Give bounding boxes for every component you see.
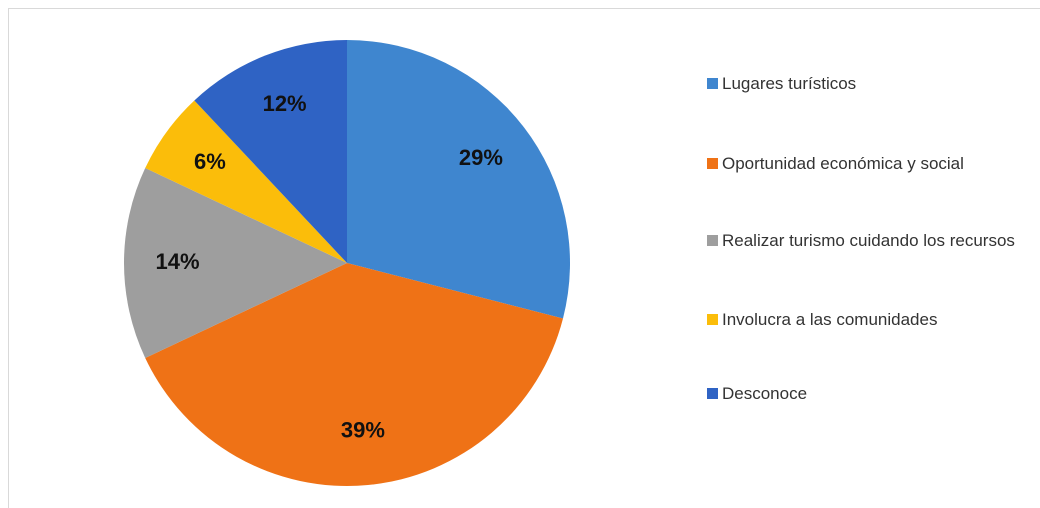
pie-slice [194,40,347,263]
legend-swatch [707,314,718,325]
pie-slice [347,40,570,319]
legend-swatch [707,158,718,169]
pie-slice [145,100,347,263]
pie-slice [145,263,563,487]
legend-item: Realizar turismo cuidando los recursos [707,227,1015,254]
legend-item: Desconoce [707,380,807,407]
legend-label: Realizar turismo cuidando los recursos [722,231,1015,250]
data-label: 14% [155,249,199,274]
legend-item: Involucra a las comunidades [707,306,937,333]
legend-item: Lugares turísticos [707,70,856,97]
legend-swatch [707,78,718,89]
legend-label: Desconoce [722,384,808,403]
legend-swatch [707,388,718,399]
data-label: 39% [341,418,385,443]
frame [8,8,1040,508]
pie-slice [124,168,347,358]
legend-label: Oportunidad económica y social [722,154,964,173]
data-label: 6% [194,149,226,174]
legend-item: Oportunidad económica y social [707,150,964,177]
legend-label: Lugares turísticos [722,74,857,93]
legend-label: Involucra a las comunidades [722,310,938,329]
data-label: 29% [459,145,503,170]
data-label: 12% [263,91,307,116]
legend-swatch [707,235,718,246]
